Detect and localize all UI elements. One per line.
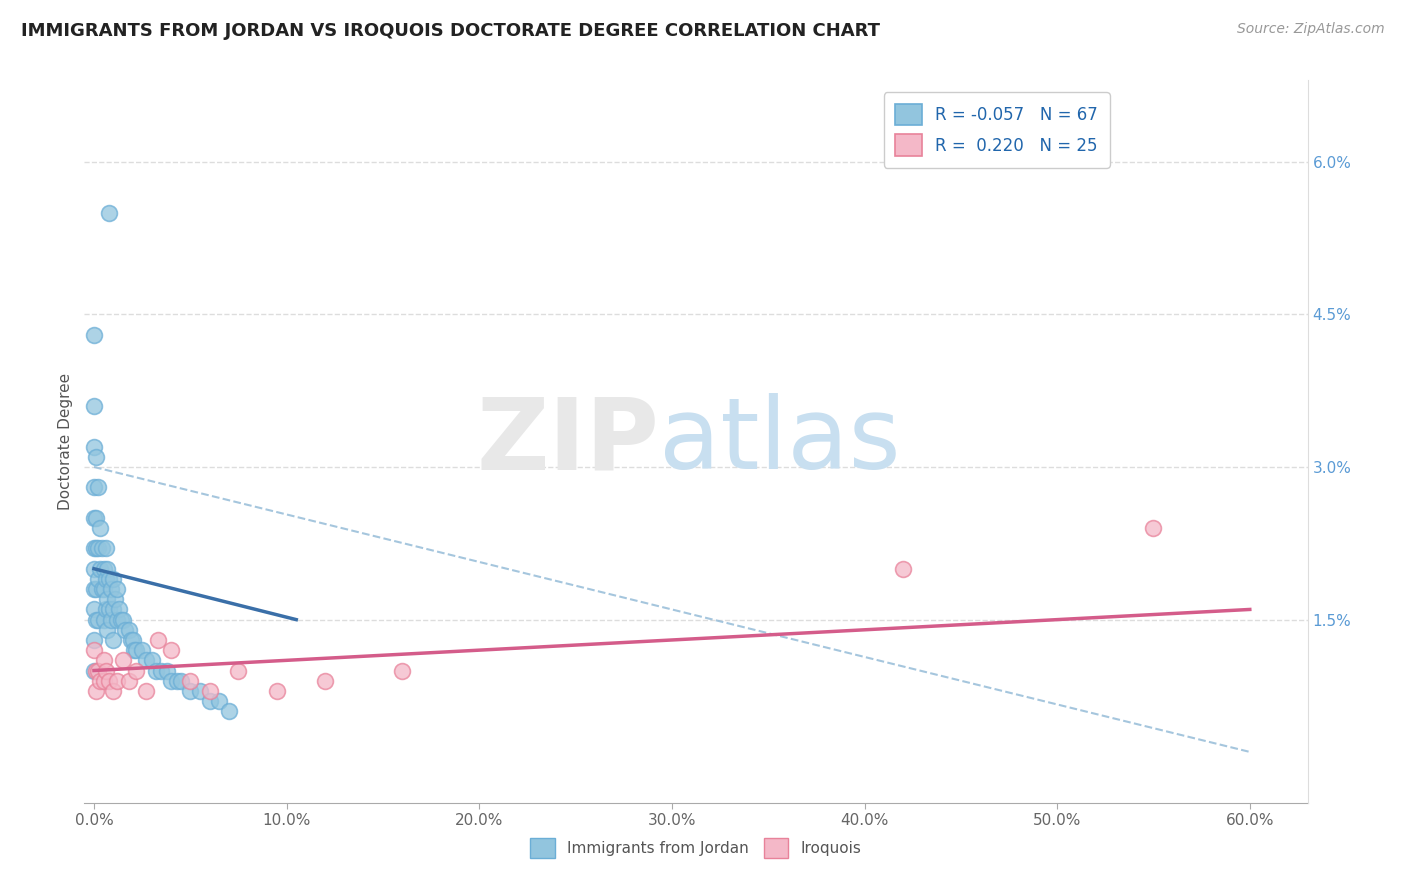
Point — [84, 684, 107, 698]
Point — [228, 664, 250, 678]
Point — [156, 664, 179, 678]
Point — [141, 653, 163, 667]
Point — [135, 653, 157, 667]
Point — [105, 613, 128, 627]
Point — [103, 632, 125, 647]
Point — [1142, 521, 1164, 535]
Point — [150, 664, 173, 678]
Point — [108, 602, 131, 616]
Point — [87, 480, 110, 494]
Point — [84, 613, 107, 627]
Point — [166, 673, 188, 688]
Point — [84, 541, 107, 556]
Text: ZIP: ZIP — [477, 393, 659, 490]
Point — [90, 582, 112, 596]
Point — [160, 643, 183, 657]
Point — [218, 704, 240, 718]
Point — [93, 613, 115, 627]
Point — [83, 643, 105, 657]
Point — [83, 664, 105, 678]
Point — [96, 562, 118, 576]
Point — [179, 673, 201, 688]
Point — [84, 582, 107, 596]
Point — [89, 673, 111, 688]
Point — [125, 643, 148, 657]
Point — [96, 592, 118, 607]
Point — [93, 653, 115, 667]
Point — [87, 664, 110, 678]
Point — [103, 572, 125, 586]
Point — [93, 582, 115, 596]
Point — [100, 582, 122, 596]
Point — [84, 511, 107, 525]
Point — [100, 613, 122, 627]
Point — [83, 541, 105, 556]
Point — [84, 450, 107, 464]
Point — [105, 582, 128, 596]
Point — [83, 511, 105, 525]
Point — [83, 632, 105, 647]
Point — [110, 613, 132, 627]
Point — [96, 623, 118, 637]
Point — [120, 632, 142, 647]
Point — [111, 613, 134, 627]
Point — [94, 572, 117, 586]
Point — [891, 562, 914, 576]
Point — [93, 673, 115, 688]
Point — [93, 562, 115, 576]
Point — [98, 602, 121, 616]
Point — [94, 664, 117, 678]
Point — [89, 521, 111, 535]
Point — [87, 613, 110, 627]
Point — [160, 673, 183, 688]
Point — [145, 664, 167, 678]
Point — [87, 541, 110, 556]
Point — [105, 673, 128, 688]
Point — [208, 694, 231, 708]
Legend: Immigrants from Jordan, Iroquois: Immigrants from Jordan, Iroquois — [524, 832, 868, 863]
Point — [124, 643, 146, 657]
Point — [125, 664, 148, 678]
Point — [179, 684, 201, 698]
Point — [83, 480, 105, 494]
Point — [121, 632, 143, 647]
Point — [198, 694, 221, 708]
Point — [314, 673, 336, 688]
Point — [94, 602, 117, 616]
Point — [98, 572, 121, 586]
Point — [83, 440, 105, 454]
Point — [89, 562, 111, 576]
Point — [135, 684, 157, 698]
Point — [146, 632, 169, 647]
Point — [131, 643, 153, 657]
Point — [90, 541, 112, 556]
Point — [83, 602, 105, 616]
Point — [87, 572, 110, 586]
Point — [84, 664, 107, 678]
Text: IMMIGRANTS FROM JORDAN VS IROQUOIS DOCTORATE DEGREE CORRELATION CHART: IMMIGRANTS FROM JORDAN VS IROQUOIS DOCTO… — [21, 22, 880, 40]
Point — [83, 327, 105, 342]
Point — [170, 673, 193, 688]
Point — [103, 684, 125, 698]
Point — [83, 399, 105, 413]
Point — [114, 623, 136, 637]
Text: atlas: atlas — [659, 393, 901, 490]
Point — [118, 623, 141, 637]
Point — [391, 664, 413, 678]
Point — [94, 541, 117, 556]
Point — [98, 205, 121, 219]
Point — [198, 684, 221, 698]
Point — [118, 673, 141, 688]
Point — [266, 684, 288, 698]
Point — [104, 592, 127, 607]
Point — [111, 653, 134, 667]
Point — [83, 582, 105, 596]
Point — [83, 562, 105, 576]
Y-axis label: Doctorate Degree: Doctorate Degree — [58, 373, 73, 510]
Point — [188, 684, 211, 698]
Point — [98, 673, 121, 688]
Text: Source: ZipAtlas.com: Source: ZipAtlas.com — [1237, 22, 1385, 37]
Point — [103, 602, 125, 616]
